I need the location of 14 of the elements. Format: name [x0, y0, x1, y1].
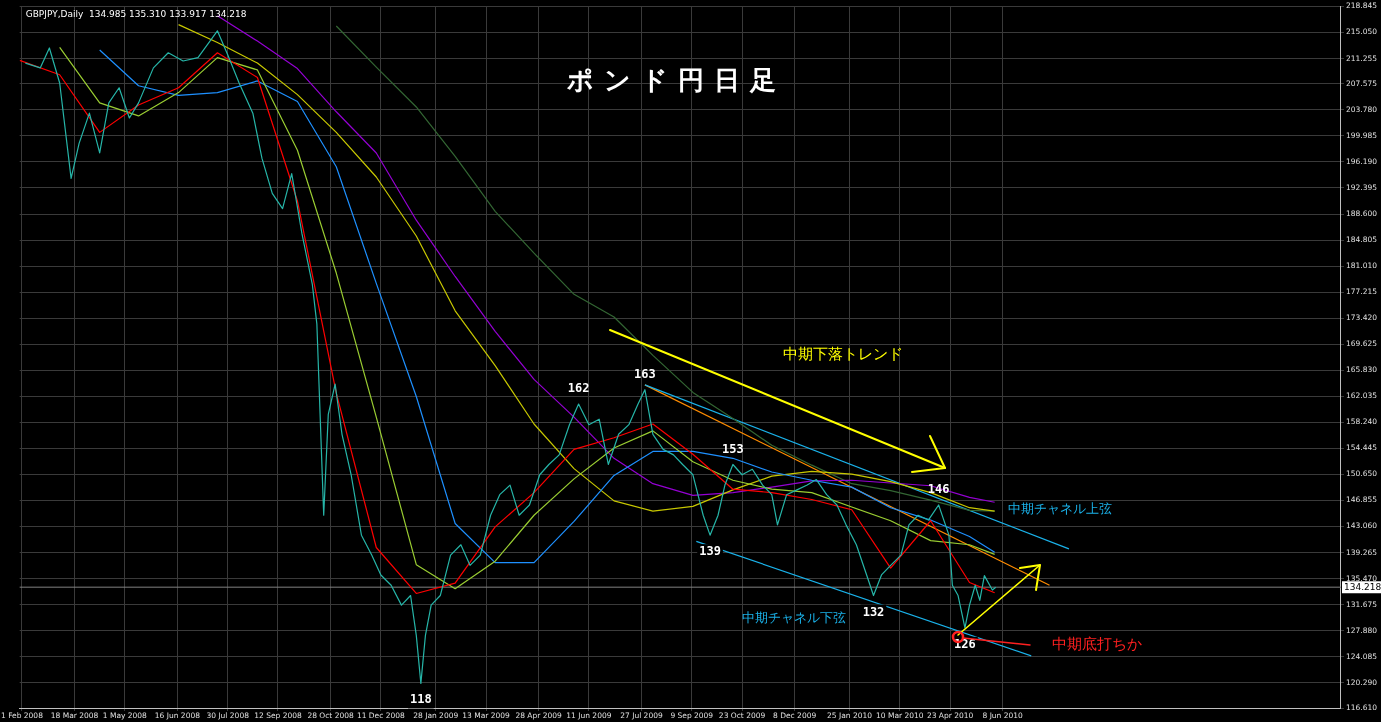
ref-line-label: 134.218 — [1343, 581, 1381, 592]
annotation: GBPJPY,Daily 134.985 135.310 133.917 134.218 — [25, 9, 247, 20]
annotation: 162 — [567, 381, 590, 396]
annotation: 中期底打ちか — [1051, 635, 1142, 654]
annotation: 中期チャネル上弦 — [1007, 500, 1112, 516]
annotation: 132 — [862, 604, 885, 619]
annotation: 139 — [699, 544, 721, 559]
annotation: 中期下落トレンド — [782, 345, 903, 364]
annotation: 126 — [954, 636, 976, 651]
annotation: 153 — [722, 441, 744, 456]
text: ポンド円日足 — [565, 65, 786, 96]
annotation: 118 — [410, 692, 432, 707]
annotation: 163 — [634, 366, 656, 381]
annotation: 中期チャネル下弦 — [741, 609, 846, 625]
